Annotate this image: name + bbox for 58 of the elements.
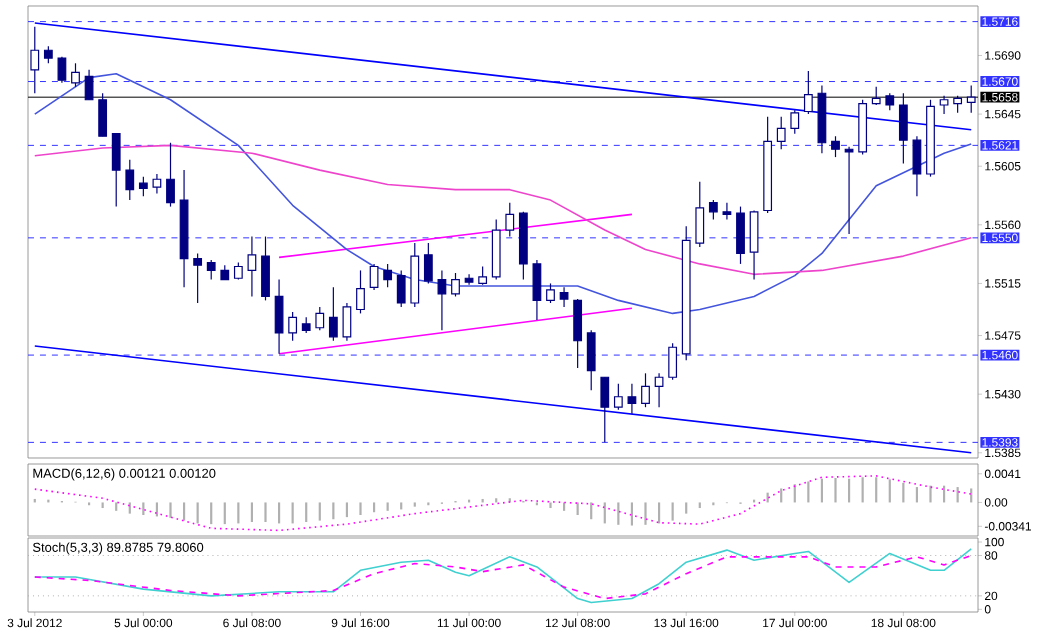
candlestick [790,109,800,135]
candlestick [532,259,542,321]
candlestick [695,181,705,248]
candlestick [288,311,298,342]
candlestick [274,278,284,355]
candlestick [84,69,94,101]
candlestick [71,62,80,88]
candlestick [423,242,433,285]
candlestick [111,133,121,208]
candlestick [749,209,759,281]
candlestick [342,302,352,342]
candlestick [654,372,664,408]
candlestick [478,265,488,286]
candlestick [831,135,840,158]
candlestick [166,142,175,208]
candlestick [383,263,393,288]
candlestick [776,116,786,150]
line-series [33,144,973,276]
candlestick [736,205,745,265]
candlestick [369,263,379,291]
candlestick [247,235,257,298]
candlestick [668,342,678,381]
candlestick [708,199,718,221]
candlestick [871,86,881,106]
candlestick [559,286,569,308]
candlestick [600,376,610,443]
candlestick [410,242,420,308]
candlestick [898,92,908,165]
candlestick [356,269,365,315]
candlestick [613,383,623,411]
candlestick [939,95,949,115]
candlestick [328,286,338,342]
candlestick [30,26,40,94]
candlestick [722,202,732,221]
candlestick [206,259,216,281]
candlestick [464,273,474,286]
candlestick [315,306,325,331]
candlestick [396,269,406,308]
candlestick [138,176,148,197]
candlestick [641,372,650,408]
candlestick [627,383,637,415]
candlestick [491,219,501,281]
candlestick [912,135,922,197]
candlestick [573,298,583,369]
candlestick [98,92,108,137]
candlestick [437,269,447,331]
candlestick [57,56,67,84]
candlestick [152,173,162,195]
candlestick [966,84,976,114]
candlestick [844,146,854,235]
candlestick [505,202,515,238]
candlestick [546,282,555,304]
candlestick [125,159,135,201]
candlestick [193,252,203,304]
candlestick [803,70,813,115]
candlestick [586,329,596,391]
candlestick [261,235,270,301]
candlestick [451,272,460,298]
